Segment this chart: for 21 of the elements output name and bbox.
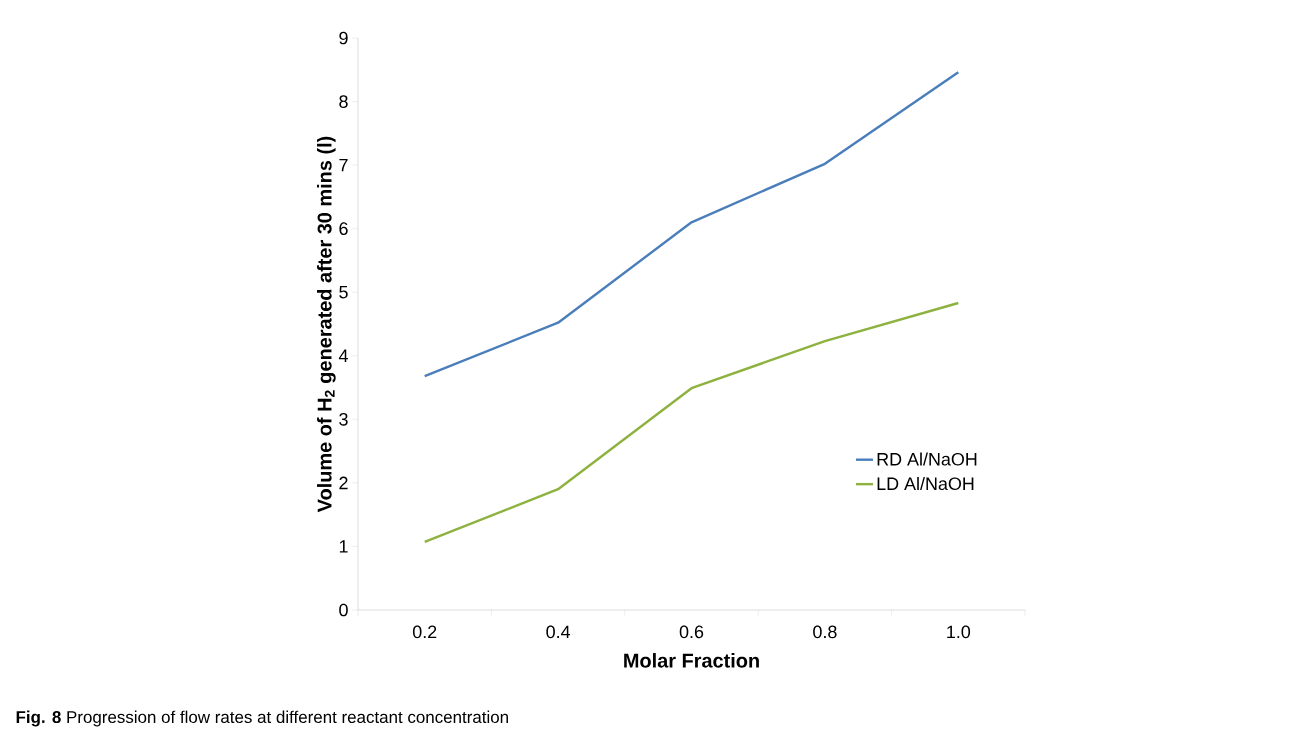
y-tick-label: 2 <box>339 476 348 490</box>
legend-label: LD Al/NaOH <box>877 476 974 491</box>
y-tick-label: 1 <box>339 540 348 553</box>
x-tick-label: 0.4 <box>546 625 571 639</box>
y-tick-label: 3 <box>339 412 348 426</box>
x-tick-label: 0.6 <box>679 625 704 639</box>
y-tick-label: 9 <box>339 31 348 45</box>
x-tick-label: 0.2 <box>412 625 437 639</box>
x-axis-title: Molar Fraction <box>624 653 759 668</box>
y-tick-label: 8 <box>339 95 348 108</box>
y-axis-title: Volume of H$_{2}$ generated after 30 mins (l) <box>317 136 336 513</box>
y-tick-label: 6 <box>339 222 348 235</box>
x-tick-label: 1.0 <box>947 625 971 639</box>
y-tick-label: 0 <box>339 603 348 617</box>
legend-label: RD Al/NaOH <box>877 452 977 466</box>
line-series <box>423 71 960 378</box>
x-tick-label: 0.8 <box>813 625 837 639</box>
y-tick-label: 7 <box>339 158 348 172</box>
text: Fig. 8 Progression of flow rates at different reactant concentration <box>16 710 508 727</box>
y-tick-label: 5 <box>339 285 348 299</box>
y-tick-label: 4 <box>338 349 348 362</box>
